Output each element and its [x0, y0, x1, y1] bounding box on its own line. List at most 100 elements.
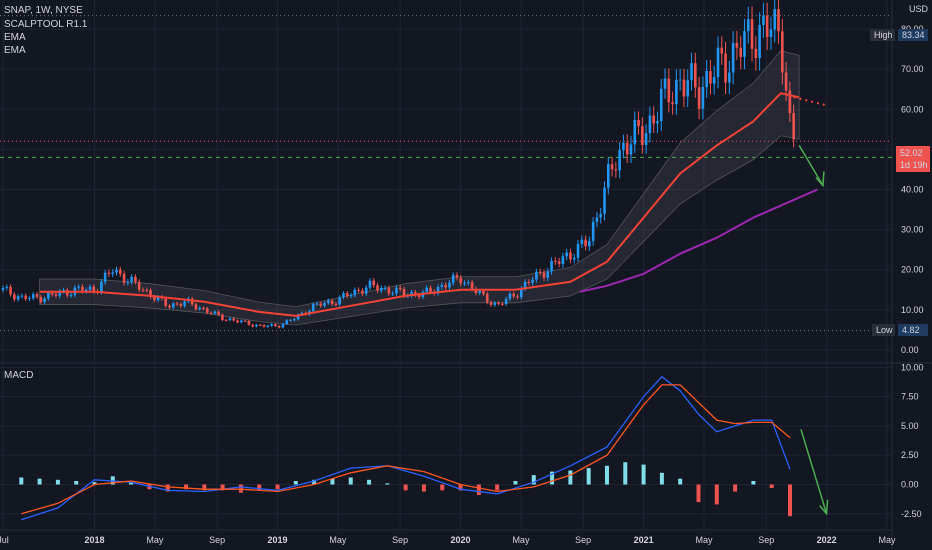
candle-body — [591, 221, 595, 241]
candle-body — [743, 31, 746, 57]
candle-body — [164, 298, 167, 306]
time-tick-label: May — [512, 535, 530, 545]
candle-body — [606, 164, 610, 188]
macd-hist-bar — [129, 482, 134, 485]
macd-hist-bar — [257, 484, 262, 491]
candle-body — [209, 312, 213, 314]
candle-body — [103, 272, 107, 282]
candle-body — [550, 260, 553, 272]
candle-body — [47, 292, 50, 299]
candle-body — [141, 289, 145, 291]
candle-body — [292, 319, 296, 321]
price-tick-label: 0.00 — [901, 345, 919, 355]
candle-body — [327, 300, 330, 303]
candle-body — [697, 87, 701, 109]
candle-body — [746, 19, 750, 32]
candle-body — [35, 294, 39, 297]
candle-body — [614, 169, 618, 171]
candle-body — [788, 90, 792, 114]
candle-body — [50, 292, 54, 295]
price-arrow-line — [798, 145, 824, 186]
macd-arrow-head — [819, 499, 829, 516]
time-tick-label: May — [329, 535, 347, 545]
candle-body — [648, 115, 652, 134]
candle-body — [232, 318, 236, 321]
candle-body — [667, 78, 671, 103]
candle-body — [296, 314, 300, 320]
candle-body — [198, 307, 202, 310]
ema-fast-line — [39, 92, 800, 317]
candle-body — [205, 308, 209, 313]
candle-body — [765, 15, 769, 38]
candle-body — [720, 47, 724, 54]
candle-body — [531, 279, 534, 283]
macd-hist-bar — [659, 472, 664, 485]
candle-body — [629, 144, 633, 155]
macd-hist-bar — [385, 483, 390, 485]
macd-hist-bar — [220, 484, 225, 491]
macd-hist-bar — [421, 484, 426, 492]
candle-body — [39, 296, 43, 303]
candle-body — [572, 257, 576, 260]
candle-body — [300, 312, 304, 315]
candle-body — [342, 293, 345, 298]
price-tick-label: 20.00 — [901, 265, 924, 275]
macd-hist-bar — [403, 484, 408, 491]
low-value: 4.82 — [902, 325, 920, 335]
macd-hist-bar — [495, 484, 500, 491]
candle-body — [425, 287, 429, 292]
candle-body — [285, 320, 289, 324]
candle-body — [519, 288, 523, 298]
macd-hist-bar — [476, 484, 481, 496]
candle-body — [153, 297, 156, 301]
candle-body — [134, 276, 137, 282]
candle-body — [345, 293, 349, 296]
low-label: Low — [876, 325, 893, 335]
macd-hist-bar — [92, 482, 97, 485]
macd-hist-bar — [714, 484, 719, 505]
candle-body — [565, 252, 568, 257]
candle-body — [542, 272, 546, 278]
candle-body — [663, 78, 667, 89]
candle-body — [527, 281, 531, 283]
candle-body — [16, 296, 20, 300]
candle-body — [243, 320, 247, 322]
candle-body — [451, 275, 455, 283]
candle-body — [459, 277, 463, 284]
candle-body — [202, 307, 205, 309]
candle-body — [349, 295, 353, 297]
macd-hist-bar — [550, 471, 555, 485]
candle-body — [675, 79, 678, 105]
low-value-badge — [898, 324, 928, 336]
candle-body — [792, 113, 795, 140]
time-tick-label: May — [695, 535, 713, 545]
macd-hist-bar — [604, 465, 609, 485]
time-tick-label: May — [146, 535, 164, 545]
candle-body — [557, 261, 561, 264]
candle-body — [493, 302, 497, 305]
candle-body — [240, 320, 243, 323]
candle-body — [391, 293, 394, 295]
macd-hist-bar — [184, 484, 189, 490]
candle-body — [311, 304, 315, 312]
candle-body — [580, 239, 584, 244]
candle-body — [115, 269, 118, 273]
time-tick-label: Sep — [575, 535, 591, 545]
macd-hist-bar — [202, 484, 207, 491]
candle-body — [622, 142, 625, 151]
candle-body — [149, 290, 152, 298]
candle-body — [777, 9, 780, 32]
candle-body — [516, 296, 519, 298]
macd-hist-bar — [751, 480, 756, 485]
candle-body — [603, 187, 606, 214]
candle-body — [728, 72, 731, 83]
macd-hist-bar — [458, 484, 463, 491]
candle-body — [652, 115, 655, 124]
price-tick-label: 30.00 — [901, 225, 924, 235]
countdown-value: 1d 19h — [900, 160, 928, 170]
candle-body — [145, 289, 149, 291]
candle-body — [130, 276, 133, 282]
macd-hist-bar — [275, 484, 280, 490]
candle-body — [398, 287, 402, 290]
